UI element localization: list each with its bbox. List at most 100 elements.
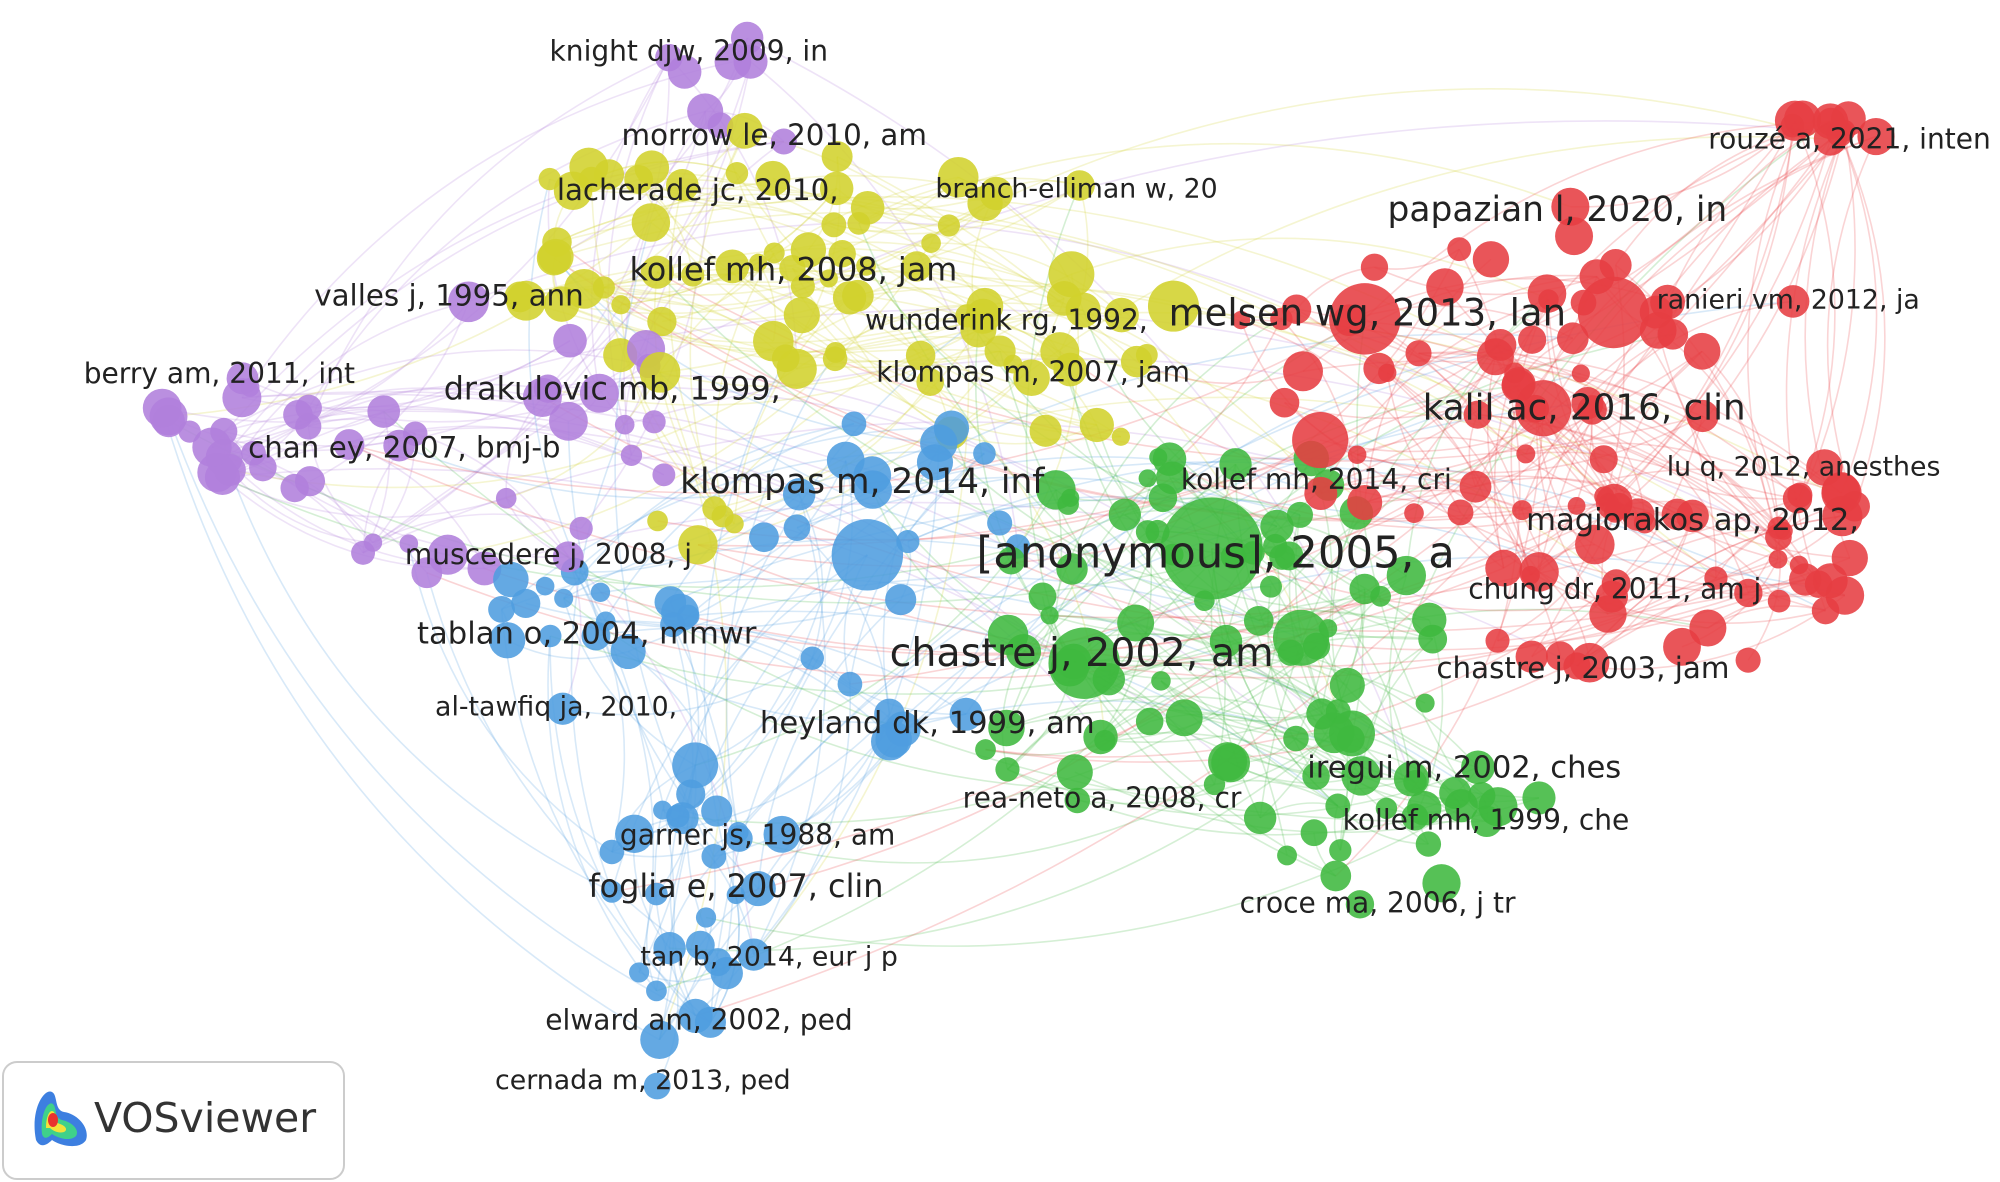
node-label: chan ey, 2007, bmj-b	[248, 430, 560, 464]
edge	[1521, 468, 1842, 511]
node	[666, 802, 699, 835]
node	[367, 395, 401, 428]
node	[1302, 762, 1330, 790]
node	[1404, 503, 1424, 523]
edge	[222, 308, 1536, 479]
node	[1160, 497, 1263, 600]
edge	[223, 349, 649, 433]
node	[1325, 793, 1351, 819]
node	[937, 156, 979, 198]
edge	[1386, 372, 1505, 569]
node	[1292, 411, 1349, 469]
node	[832, 281, 867, 315]
edge	[1613, 350, 1703, 503]
node-label: klompas m, 2014, inf	[680, 462, 1045, 502]
node	[1048, 251, 1095, 298]
node	[726, 112, 763, 149]
edge	[714, 252, 775, 517]
node	[1209, 624, 1243, 658]
node	[790, 232, 827, 268]
node	[1767, 589, 1791, 613]
edge	[668, 554, 868, 949]
edge	[1160, 680, 1335, 735]
node	[1415, 693, 1435, 713]
edge	[1838, 133, 1878, 494]
edge	[1023, 457, 1160, 653]
node	[1821, 473, 1862, 514]
edge	[1476, 120, 1831, 416]
node	[620, 444, 643, 466]
node	[1515, 640, 1548, 673]
node	[749, 253, 768, 272]
edge	[1503, 138, 1832, 569]
edge	[1746, 118, 1804, 538]
node	[937, 214, 961, 237]
edge	[1838, 133, 1886, 507]
node	[614, 414, 635, 435]
node	[1269, 387, 1300, 418]
node	[1676, 499, 1709, 533]
node	[1347, 445, 1367, 464]
node	[1639, 311, 1677, 349]
node	[1345, 890, 1375, 919]
edge	[1010, 559, 1806, 651]
edge	[1006, 695, 1353, 735]
node	[667, 55, 702, 89]
node	[988, 709, 1025, 747]
edge	[1356, 453, 1540, 573]
node	[294, 466, 326, 497]
edge	[1124, 496, 1301, 516]
node	[997, 546, 1026, 575]
node	[640, 255, 674, 289]
node	[552, 541, 584, 573]
node	[1329, 710, 1375, 757]
node	[640, 1020, 679, 1059]
node	[1472, 241, 1510, 278]
edge	[1234, 463, 1430, 621]
node	[975, 739, 996, 760]
node-label: ranieri vm, 2012, ja	[1657, 285, 1920, 316]
node	[1782, 484, 1813, 514]
node	[1029, 414, 1062, 447]
edge	[1474, 135, 1877, 488]
node	[653, 931, 686, 965]
node	[192, 427, 232, 467]
node	[1108, 498, 1141, 531]
node	[1768, 549, 1788, 569]
edge	[563, 476, 1301, 600]
node	[1083, 719, 1118, 755]
node	[590, 582, 611, 602]
node	[987, 614, 1029, 656]
node	[1329, 667, 1365, 703]
node-label: tan b, 2014, eur j p	[640, 941, 897, 972]
node	[1575, 524, 1615, 565]
edge	[547, 635, 658, 992]
node	[916, 368, 945, 396]
edge	[1486, 356, 1532, 576]
node	[725, 161, 749, 185]
edge	[1794, 120, 1836, 496]
node	[726, 885, 746, 905]
edge	[735, 356, 1497, 896]
edge	[1514, 132, 1841, 374]
node-label: magiorakos ap, 2012,	[1526, 503, 1859, 538]
edge	[222, 476, 507, 518]
edge	[562, 657, 813, 716]
edge	[733, 297, 851, 524]
node-label: knight djw, 2009, in	[550, 34, 828, 67]
node	[1512, 500, 1533, 521]
node	[569, 516, 593, 541]
logo-icon	[34, 1091, 87, 1147]
node	[725, 825, 753, 852]
edge	[669, 493, 800, 603]
edge	[1356, 415, 1703, 474]
edge	[556, 193, 950, 243]
node	[1243, 801, 1277, 835]
node	[1013, 359, 1050, 396]
node	[828, 240, 856, 268]
node	[921, 233, 941, 254]
edge	[580, 111, 709, 529]
node	[770, 128, 797, 155]
edge	[705, 795, 1483, 947]
node	[1304, 476, 1338, 510]
